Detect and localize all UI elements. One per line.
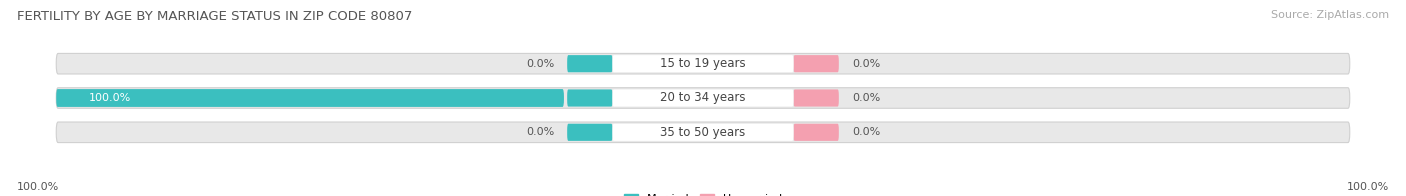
FancyBboxPatch shape [567,55,613,72]
Text: 100.0%: 100.0% [17,182,59,192]
Legend: Married, Unmarried: Married, Unmarried [624,194,782,196]
FancyBboxPatch shape [793,55,839,72]
FancyBboxPatch shape [793,124,839,141]
Text: 0.0%: 0.0% [526,59,554,69]
FancyBboxPatch shape [567,124,613,141]
Text: 0.0%: 0.0% [852,93,880,103]
FancyBboxPatch shape [613,89,793,107]
Text: 100.0%: 100.0% [89,93,131,103]
Text: 0.0%: 0.0% [526,127,554,137]
FancyBboxPatch shape [613,124,793,141]
FancyBboxPatch shape [56,89,564,107]
Text: 35 to 50 years: 35 to 50 years [661,126,745,139]
FancyBboxPatch shape [613,55,793,72]
Text: 0.0%: 0.0% [852,127,880,137]
FancyBboxPatch shape [56,122,1350,143]
FancyBboxPatch shape [56,88,1350,108]
Text: 0.0%: 0.0% [852,59,880,69]
FancyBboxPatch shape [793,89,839,107]
FancyBboxPatch shape [567,89,613,107]
Text: 15 to 19 years: 15 to 19 years [661,57,745,70]
Text: FERTILITY BY AGE BY MARRIAGE STATUS IN ZIP CODE 80807: FERTILITY BY AGE BY MARRIAGE STATUS IN Z… [17,10,412,23]
Text: 100.0%: 100.0% [1347,182,1389,192]
Text: 20 to 34 years: 20 to 34 years [661,92,745,104]
FancyBboxPatch shape [56,54,1350,74]
Text: Source: ZipAtlas.com: Source: ZipAtlas.com [1271,10,1389,20]
